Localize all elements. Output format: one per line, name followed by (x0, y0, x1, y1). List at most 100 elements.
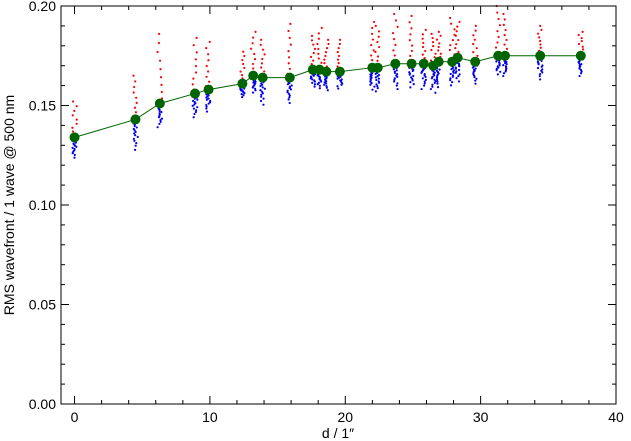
blue-point (393, 70, 396, 73)
red-point (431, 36, 434, 40)
red-point (503, 18, 506, 21)
red-point (431, 41, 435, 44)
blue-point (313, 79, 316, 82)
red-point (421, 37, 424, 40)
x-tick-label: 10 (202, 409, 218, 425)
red-point (205, 47, 208, 50)
red-point (371, 26, 374, 30)
blue-point (420, 87, 423, 91)
blue-point (71, 146, 74, 149)
blue-point (191, 99, 195, 103)
red-point (71, 130, 75, 133)
red-point (456, 25, 459, 28)
blue-point (580, 62, 583, 66)
red-point (577, 33, 580, 37)
blue-point (449, 77, 452, 80)
red-point (261, 48, 265, 51)
red-point (159, 76, 163, 79)
blue-point (133, 148, 137, 151)
blue-point (502, 72, 506, 75)
x-tick-label: 0 (71, 409, 79, 425)
red-point (310, 63, 313, 66)
red-point (337, 54, 341, 58)
red-point (454, 34, 457, 37)
x-axis-label: d / 1″ (322, 425, 354, 441)
blue-point (449, 84, 453, 87)
red-point (458, 20, 461, 24)
blue-point (396, 82, 399, 85)
red-point (448, 48, 451, 52)
red-point (242, 62, 245, 66)
red-point (472, 51, 475, 54)
red-point (393, 38, 396, 41)
blue-point (318, 84, 321, 87)
blue-point (541, 71, 544, 74)
red-point (158, 59, 162, 62)
red-point (312, 51, 315, 55)
red-point (422, 41, 425, 45)
mean-marker (69, 132, 80, 143)
red-point (253, 52, 256, 56)
red-point (207, 53, 210, 56)
blue-point (395, 73, 399, 76)
y-tick-label: 0.20 (29, 0, 56, 14)
blue-point (375, 78, 378, 82)
blue-point (457, 80, 461, 83)
blue-point (433, 81, 436, 85)
red-point (263, 70, 266, 73)
blue-point (376, 84, 379, 88)
blue-point (396, 87, 399, 91)
red-point (208, 40, 211, 43)
mean-markers (69, 50, 586, 143)
blue-point (260, 90, 263, 93)
blue-point (323, 81, 326, 84)
blue-point (392, 68, 395, 71)
y-tick-label: 0.10 (29, 197, 56, 213)
red-point (577, 42, 581, 46)
blue-point (205, 103, 208, 107)
blue-point (196, 98, 199, 101)
red-point (317, 32, 320, 35)
blue-point (393, 77, 396, 80)
red-point (473, 38, 476, 41)
blue-point (496, 73, 499, 76)
red-point (287, 29, 290, 33)
blue-point (373, 85, 376, 88)
blue-point (309, 75, 313, 78)
mean-marker (237, 78, 248, 89)
red-point (317, 37, 320, 40)
blue-point (449, 72, 452, 76)
blue-point (541, 64, 544, 67)
red-point (421, 33, 424, 36)
red-point (504, 28, 507, 32)
red-point (393, 12, 396, 16)
x-tick-label: 40 (608, 409, 624, 425)
red-point (194, 71, 198, 74)
red-point (392, 49, 395, 52)
blue-point (436, 80, 439, 83)
red-point (194, 64, 198, 68)
red-point (494, 46, 498, 49)
red-point (243, 66, 246, 69)
blue-point (263, 87, 266, 90)
blue-point (241, 90, 245, 93)
blue-point (473, 68, 476, 71)
blue-point (288, 85, 292, 88)
mean-marker (452, 52, 463, 63)
blue-point (454, 66, 457, 69)
blue-point (287, 92, 291, 95)
blue-point (421, 77, 424, 80)
red-point (408, 39, 411, 42)
blue-point (455, 70, 458, 73)
blue-point (505, 60, 508, 64)
blue-point (159, 119, 162, 122)
blue-point (158, 112, 161, 115)
red-point (498, 24, 502, 27)
blue-point (438, 68, 441, 71)
red-point (409, 54, 412, 57)
red-point (370, 32, 374, 35)
blue-point (290, 84, 293, 87)
blue-point (132, 137, 135, 140)
blue-point (134, 134, 137, 137)
mean-marker (284, 72, 295, 83)
